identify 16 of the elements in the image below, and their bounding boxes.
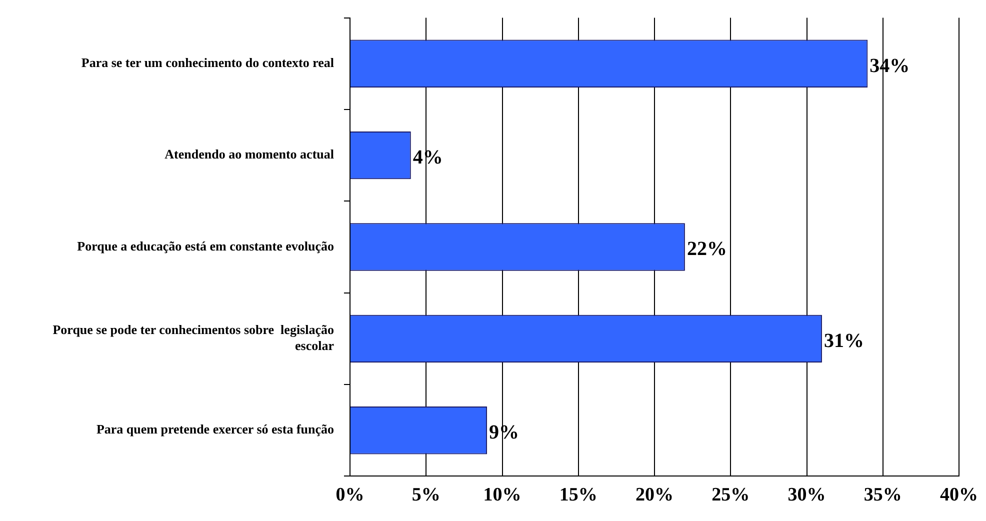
x-tick-label: 10% bbox=[483, 484, 522, 506]
x-tick-label: 30% bbox=[788, 484, 826, 506]
y-tick-label: Para quem pretende exercer só esta função bbox=[96, 422, 334, 437]
x-tick-label: 0% bbox=[336, 484, 364, 506]
x-tick-label: 15% bbox=[559, 484, 598, 506]
y-tick-label: Atendendo ao momento actual bbox=[164, 146, 334, 162]
data-label: 31% bbox=[824, 330, 864, 352]
x-tick-label: 25% bbox=[712, 484, 750, 506]
x-tick-label: 40% bbox=[940, 484, 978, 506]
data-label: 22% bbox=[686, 238, 727, 260]
x-tick-label: 20% bbox=[636, 484, 674, 506]
y-tick-label: Para se ter um conhecimento do contexto real bbox=[81, 55, 334, 70]
y-tick-label: Porque se pode ter conhecimentos sobre legislação escolar bbox=[52, 322, 334, 353]
x-tick-label: 35% bbox=[864, 484, 902, 506]
y-tick-label: Porque a educação está em constante evolução bbox=[77, 238, 334, 254]
x-tick-label: 5% bbox=[412, 484, 440, 506]
